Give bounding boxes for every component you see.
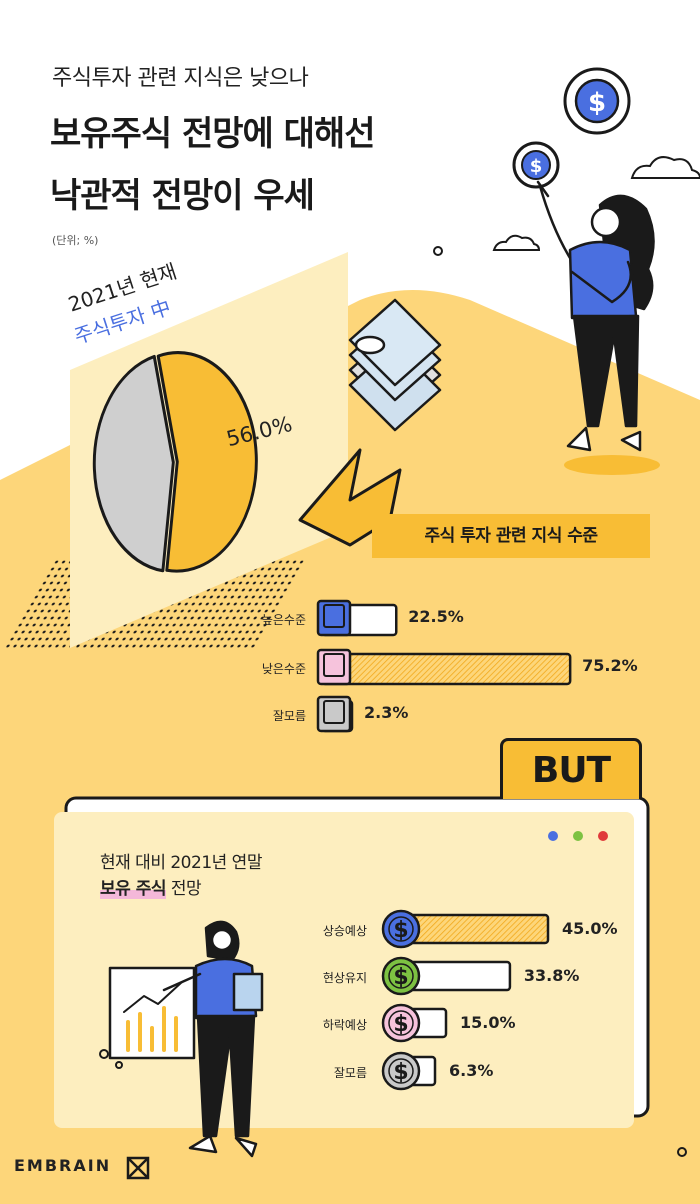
outlook-bar-value: 33.8% bbox=[523, 966, 580, 985]
pie-slice-stock bbox=[156, 351, 258, 573]
outlook-bar-value: 45.0% bbox=[562, 919, 618, 938]
cloud-icon bbox=[630, 156, 700, 179]
knowledge-bar-value: 22.5% bbox=[408, 607, 464, 626]
outlook-bar: $ bbox=[381, 1051, 437, 1091]
pie-slice-other bbox=[92, 354, 175, 573]
outlook-bar-chart: $ $ $ $ bbox=[381, 909, 550, 1091]
outlook-bar: $ bbox=[381, 1003, 448, 1043]
dollar-coin-icon: $ bbox=[381, 1051, 421, 1091]
money-stack-icon bbox=[348, 298, 442, 432]
knowledge-bar-value: 2.3% bbox=[364, 703, 409, 722]
subtitle: 주식투자 관련 지식은 낮으나 bbox=[52, 66, 309, 91]
outlook-bar-value: 6.3% bbox=[449, 1061, 494, 1080]
dollar-coin-small-icon: $ bbox=[512, 141, 560, 189]
outlook-bar-label: 잘모름 bbox=[333, 1066, 367, 1080]
small-circle-decoration bbox=[115, 1061, 123, 1069]
outlook-bar-value: 15.0% bbox=[460, 1013, 516, 1032]
woman-illustration bbox=[536, 180, 660, 475]
unit-note: (단위; %) bbox=[52, 234, 99, 247]
outlook-bar-label: 현상유지 bbox=[322, 971, 367, 985]
pie-chart bbox=[92, 351, 258, 573]
knowledge-bar bbox=[316, 695, 354, 733]
svg-text:$: $ bbox=[393, 965, 408, 990]
small-circle-decoration bbox=[99, 1049, 109, 1059]
embrain-logo-mark bbox=[126, 1156, 150, 1180]
title-line-2: 낙관적 전망이 우세 bbox=[50, 176, 315, 216]
small-circle-decoration bbox=[677, 1147, 687, 1157]
window-dot-green bbox=[573, 831, 583, 841]
knowledge-bar bbox=[316, 599, 398, 637]
knowledge-bar-chart bbox=[316, 599, 572, 733]
outlook-title-line-2: 보유 주식 전망 bbox=[100, 874, 202, 899]
svg-text:$: $ bbox=[393, 1012, 408, 1037]
dollar-coin-icon: $ bbox=[381, 956, 421, 996]
small-circle-decoration bbox=[433, 246, 443, 256]
knowledge-bar-value: 75.2% bbox=[582, 656, 638, 675]
knowledge-section-title: 주식 투자 관련 지식 수준 bbox=[372, 514, 650, 558]
dollar-coin-icon: $ bbox=[563, 67, 631, 135]
svg-text:$: $ bbox=[588, 88, 606, 118]
knowledge-bar bbox=[316, 648, 572, 686]
cloud-small-icon bbox=[492, 234, 541, 251]
window-dot-blue bbox=[548, 831, 558, 841]
outlook-bar-label: 상승예상 bbox=[322, 924, 367, 938]
outlook-title-highlight: 보유 주식 bbox=[100, 879, 166, 899]
knowledge-bar-label: 높은수준 bbox=[261, 613, 306, 627]
svg-text:$: $ bbox=[530, 156, 543, 177]
outlook-bar: $ bbox=[381, 909, 550, 949]
dollar-coin-icon: $ bbox=[381, 909, 421, 949]
outlook-bar: $ bbox=[381, 956, 512, 996]
outlook-title-line-1: 현재 대비 2021년 연말 bbox=[100, 853, 262, 873]
but-label: BUT bbox=[500, 738, 642, 799]
outlook-bar-label: 하락예상 bbox=[322, 1018, 367, 1032]
outlook-title-suffix: 전망 bbox=[165, 879, 202, 899]
knowledge-bar-label: 잘모름 bbox=[272, 709, 306, 723]
embrain-logo: EMBRAIN bbox=[14, 1156, 112, 1175]
svg-text:$: $ bbox=[393, 918, 408, 943]
window-dot-red bbox=[598, 831, 608, 841]
svg-text:$: $ bbox=[393, 1060, 408, 1085]
knowledge-bar-label: 낮은수준 bbox=[261, 662, 306, 676]
title-line-1: 보유주식 전망에 대해선 bbox=[50, 114, 375, 154]
dollar-coin-icon: $ bbox=[381, 1003, 421, 1043]
man-presenter-illustration bbox=[108, 920, 264, 1158]
